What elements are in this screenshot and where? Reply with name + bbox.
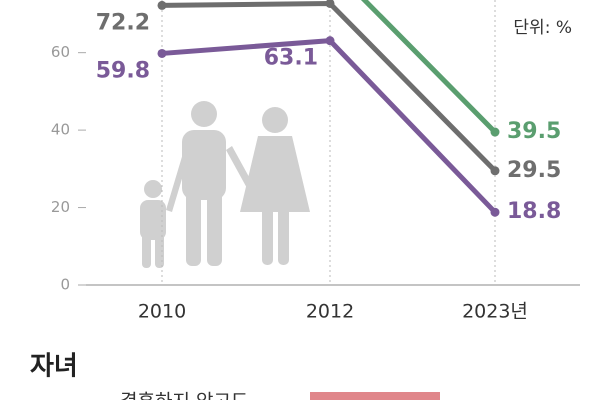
section-item: 결혼하지 않고도: [120, 391, 248, 400]
x-tick-label: 2012: [306, 301, 354, 323]
y-tick-label: 0: [60, 276, 70, 294]
y-tick-label: 40: [51, 121, 70, 139]
point: [325, 36, 335, 46]
value-label: 18.8: [507, 199, 561, 224]
unit-note: 단위: %: [513, 18, 572, 38]
value-label: 59.8: [96, 58, 150, 83]
point: [490, 207, 500, 217]
value-label: 29.5: [507, 158, 561, 183]
section-bar: [310, 392, 440, 400]
x-tick-label: 2023년: [462, 301, 528, 323]
point: [157, 48, 167, 58]
value-label: 72.2: [96, 10, 150, 35]
y-tick-label: 20: [51, 198, 70, 216]
x-tick-label: 2010: [138, 301, 186, 323]
value-label: 39.5: [507, 119, 561, 144]
point: [325, 0, 335, 8]
point: [490, 127, 500, 137]
point: [490, 166, 500, 176]
family-icon: [140, 101, 310, 268]
y-tick-label: 60: [51, 43, 70, 61]
value-label: 63.1: [264, 46, 318, 71]
point: [157, 0, 167, 10]
series-line: [360, 0, 497, 134]
section-title: 자녀: [30, 352, 78, 382]
